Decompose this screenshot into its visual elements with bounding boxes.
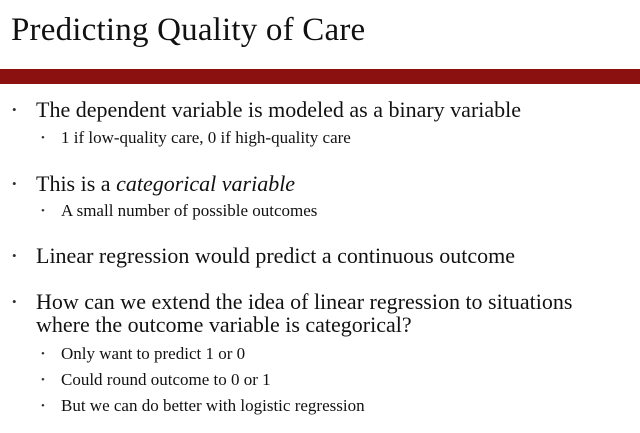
sub-bullet-icon: • [41, 374, 45, 386]
sub-bullet-icon: • [41, 205, 45, 217]
bullet-icon: • [12, 294, 17, 309]
title-accent-bar [0, 69, 640, 84]
bullet-1-text: The dependent variable is modeled as a b… [36, 97, 522, 122]
slide-title: Predicting Quality of Care [11, 12, 366, 48]
bullet-4-sub-3: But we can do better with logistic regre… [61, 396, 365, 415]
bullet-icon: • [12, 102, 17, 117]
bullet-1-sub-1: 1 if low-quality care, 0 if high-quality… [61, 128, 351, 147]
sub-bullet-icon: • [41, 132, 45, 144]
bullet-icon: • [12, 176, 17, 191]
bullet-4-sub-1: Only want to predict 1 or 0 [61, 344, 246, 363]
bullet-4-sub-2: Could round outcome to 0 or 1 [61, 370, 271, 389]
bullet-2-sub-1: A small number of possible outcomes [61, 201, 318, 220]
bullet-icon: • [12, 248, 17, 263]
bullet-4-text-line-1: How can we extend the idea of linear reg… [36, 289, 573, 314]
sub-bullet-icon: • [41, 400, 45, 412]
bullet-2-text: This is a categorical variable [36, 172, 295, 196]
bullet-3-text: Linear regression would predict a contin… [36, 243, 515, 268]
bullet-4-text-line-2: where the outcome variable is categorica… [36, 312, 412, 337]
bullet-2-prefix: This is a [36, 171, 117, 196]
bullet-2-emphasis: categorical variable [116, 171, 296, 196]
sub-bullet-icon: • [41, 348, 45, 360]
